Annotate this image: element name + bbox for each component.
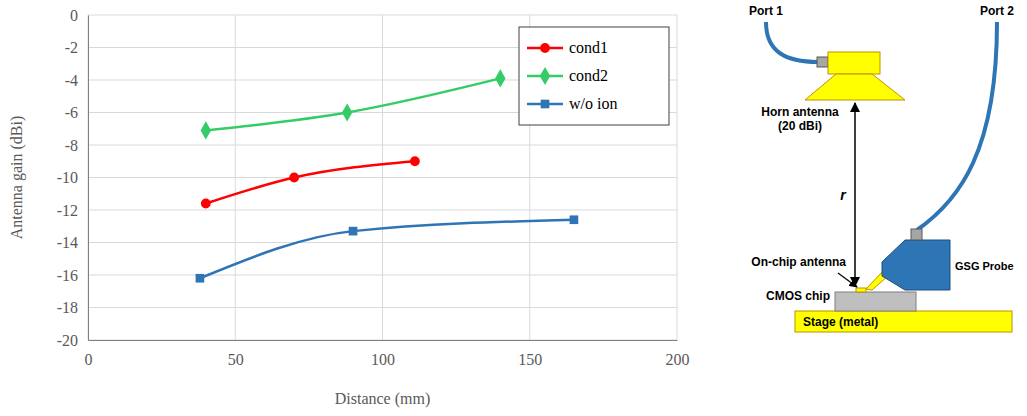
y-tick: -12: [57, 202, 88, 219]
x-tick-label: 0: [85, 351, 93, 368]
y-tick-label: 0: [70, 7, 78, 24]
y-tick: 0: [70, 7, 88, 24]
y-tick-label: -6: [65, 104, 78, 121]
series-marker: [410, 156, 420, 166]
legend-marker: [541, 100, 550, 109]
y-tick: -18: [57, 299, 88, 316]
legend-marker: [540, 43, 550, 53]
grid: [88, 15, 677, 340]
x-axis-line: [89, 340, 678, 341]
x-tick: 50: [228, 340, 244, 368]
y-tick: -2: [65, 39, 88, 56]
x-tick: 150: [518, 340, 542, 368]
horn-label: Horn antenna: [761, 105, 839, 119]
series-line: [200, 220, 574, 279]
legend-label: cond2: [569, 67, 608, 84]
x-tick: 200: [666, 340, 690, 368]
horn-label: (20 dBi): [778, 119, 822, 133]
horn-body: [828, 52, 880, 74]
y-tick: -20: [57, 332, 88, 349]
grid-line-x: [382, 15, 383, 340]
grid-line-x: [235, 15, 236, 340]
y-tick-label: -8: [65, 137, 78, 154]
y-tick-label: -12: [57, 202, 78, 219]
x-axis-title: Distance (mm): [335, 390, 431, 408]
port-label: Port 2: [980, 4, 1014, 18]
legend-box: [519, 27, 669, 125]
y-axis-title: Antenna gain (dBi): [8, 116, 26, 240]
series-line: [206, 78, 501, 130]
y-tick-label: -20: [57, 332, 78, 349]
y-tick: -8: [65, 137, 88, 154]
legend-label: w/o ion: [569, 95, 617, 112]
connector: [817, 57, 828, 67]
chip-label: CMOS chip: [766, 289, 830, 303]
leader-arrow: [838, 273, 857, 287]
horn-flare: [805, 74, 905, 100]
legend-label: cond1: [569, 39, 608, 56]
figure: 050100150200-20-18-16-14-12-10-8-6-4-20D…: [0, 0, 1027, 416]
cable: [917, 22, 997, 230]
x-tick-label: 50: [228, 351, 244, 368]
distance-arrow: [854, 103, 856, 286]
y-axis-line: [88, 16, 89, 341]
on-chip-label: On-chip antenna: [751, 255, 846, 269]
x-tick-label: 200: [666, 351, 690, 368]
grid-line-x: [677, 15, 678, 340]
stage-label: Stage (metal): [803, 315, 878, 329]
legend: cond1 cond2 w/o ion: [519, 27, 669, 125]
series-line: [206, 161, 415, 203]
series-marker: [342, 103, 352, 121]
y-tick-label: -10: [57, 169, 78, 186]
setup-diagram: Port 1 Port 2 Horn antenna(20 dBi) r On-chip…: [749, 4, 1014, 332]
legend-marker: [540, 67, 550, 85]
stage: [795, 311, 1012, 332]
series-marker: [495, 69, 505, 87]
cable: [766, 22, 818, 62]
y-tick: -14: [57, 234, 88, 251]
grid-line-x: [88, 15, 89, 340]
series-marker: [570, 215, 579, 224]
x-tick-label: 150: [518, 351, 542, 368]
y-tick: -4: [65, 72, 88, 89]
probe-label: GSG Probe: [955, 260, 1014, 272]
x-tick-label: 100: [371, 351, 395, 368]
series-marker: [196, 274, 205, 283]
series-marker: [201, 199, 211, 209]
series-marker: [289, 173, 299, 183]
y-tick-label: -4: [65, 72, 78, 89]
distance-label: r: [840, 187, 847, 203]
gsg-probe: [882, 240, 950, 290]
port-label: Port 1: [749, 4, 783, 18]
series-marker: [201, 121, 211, 139]
connector: [911, 229, 922, 240]
y-tick: -6: [65, 104, 88, 121]
y-tick-label: -18: [57, 299, 78, 316]
series-marker: [349, 227, 358, 236]
x-tick: 0: [85, 340, 93, 368]
y-tick-label: -16: [57, 267, 78, 284]
y-tick-label: -14: [57, 234, 78, 251]
x-axis: 0 50 100 150 200: [85, 340, 690, 368]
y-tick: -10: [57, 169, 88, 186]
y-axis: -20-18-16-14-12-10-8-6-4-20: [57, 7, 89, 349]
y-tick-label: -2: [65, 39, 78, 56]
on-chip-antenna: [856, 288, 866, 292]
cmos-chip: [835, 292, 916, 311]
y-tick: -16: [57, 267, 88, 284]
x-tick: 100: [371, 340, 395, 368]
